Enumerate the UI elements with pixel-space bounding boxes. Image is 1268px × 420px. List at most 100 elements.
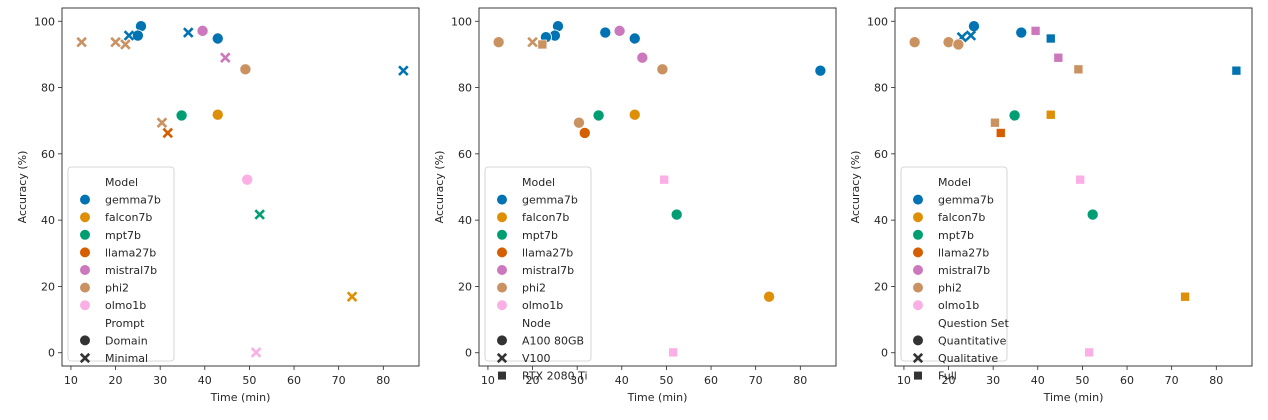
legend-label: falcon7b bbox=[105, 211, 152, 224]
legend-label: gemma7b bbox=[522, 194, 578, 207]
y-axis-label: Accuracy (%) bbox=[16, 151, 29, 224]
y-tick-label: 0 bbox=[881, 347, 888, 360]
data-point bbox=[995, 128, 1006, 138]
x-tick-label: 40 bbox=[1031, 374, 1045, 387]
data-point bbox=[965, 30, 977, 41]
legend-label: Qualitative bbox=[938, 352, 998, 365]
x-tick-label: 10 bbox=[897, 374, 911, 387]
legend-marker bbox=[496, 264, 508, 276]
data-point bbox=[162, 127, 174, 139]
x-axis-label: Time (min) bbox=[210, 391, 271, 404]
data-point bbox=[1053, 52, 1064, 63]
x-axis-label: Time (min) bbox=[1043, 391, 1104, 404]
data-point bbox=[120, 39, 131, 50]
data-point bbox=[668, 347, 678, 358]
legend-label: mpt7b bbox=[522, 229, 558, 242]
legend-label: gemma7b bbox=[938, 194, 994, 207]
data-point bbox=[628, 108, 641, 121]
data-point bbox=[628, 32, 641, 45]
data-point bbox=[250, 347, 262, 358]
legend-marker bbox=[912, 352, 924, 364]
legend-box bbox=[67, 166, 175, 362]
legend-marker bbox=[79, 193, 91, 206]
data-point bbox=[110, 36, 121, 48]
data-point bbox=[1075, 174, 1085, 185]
legend-label: olmo1b bbox=[938, 299, 979, 312]
chart-panel-1: 10 20 30 40 50 60 70 80 0 20 40 60 80 100 Time (min) Ac… bbox=[16, 7, 420, 404]
data-point bbox=[613, 24, 626, 37]
legend-label: llama27b bbox=[522, 246, 573, 259]
data-point bbox=[239, 63, 252, 76]
legend-marker bbox=[79, 299, 91, 312]
legend-marker bbox=[496, 281, 508, 294]
data-point bbox=[572, 116, 585, 129]
y-tick-label: 60 bbox=[874, 148, 888, 161]
data-point bbox=[241, 173, 254, 186]
x-tick-label: 10 bbox=[481, 374, 495, 387]
legend-group-title: Model bbox=[938, 176, 971, 189]
x-tick-label: 80 bbox=[376, 374, 390, 387]
y-tick-label: 20 bbox=[41, 280, 55, 293]
data-point bbox=[1015, 26, 1028, 39]
y-axis-label: Accuracy (%) bbox=[433, 151, 446, 224]
data-point bbox=[527, 36, 538, 48]
data-point bbox=[670, 208, 683, 221]
legend-marker bbox=[912, 334, 924, 347]
legend-marker bbox=[496, 229, 508, 241]
data-point bbox=[1008, 109, 1021, 122]
legend-marker bbox=[497, 370, 507, 381]
legend-marker bbox=[79, 334, 91, 347]
data-point bbox=[1045, 33, 1056, 44]
data-point bbox=[156, 117, 168, 128]
data-point bbox=[1045, 109, 1056, 120]
data-point bbox=[131, 29, 144, 42]
data-point bbox=[211, 32, 224, 45]
legend-label: Minimal bbox=[105, 352, 148, 365]
legend-marker bbox=[496, 211, 508, 224]
legend-marker bbox=[496, 334, 508, 347]
data-point bbox=[814, 64, 827, 77]
legend-group-title: Node bbox=[522, 317, 551, 330]
data-point bbox=[990, 117, 1000, 128]
data-point bbox=[599, 26, 612, 39]
legend-label: Full bbox=[938, 370, 957, 383]
data-point bbox=[659, 174, 669, 185]
data-point bbox=[967, 20, 980, 33]
legend-label: phi2 bbox=[522, 282, 546, 295]
legend-marker bbox=[79, 211, 91, 224]
legend-group-title: Question Set bbox=[938, 317, 1009, 330]
legend-marker bbox=[912, 299, 924, 312]
x-tick-label: 70 bbox=[1165, 374, 1179, 387]
data-point bbox=[1084, 347, 1094, 358]
legend-group-title: Model bbox=[105, 176, 138, 189]
legend-label: mistral7b bbox=[522, 264, 574, 277]
data-point bbox=[952, 38, 965, 51]
legend-label: falcon7b bbox=[938, 211, 985, 224]
legend-label: phi2 bbox=[105, 282, 129, 295]
x-tick-label: 30 bbox=[986, 374, 1000, 387]
x-tick-label: 50 bbox=[242, 374, 256, 387]
chart-panel-2: 10 20 30 40 50 60 70 80 0 20 40 60 80 100 Time (min) Ac… bbox=[433, 7, 837, 404]
data-points bbox=[76, 20, 409, 358]
data-point bbox=[1030, 26, 1041, 36]
legend-label: mpt7b bbox=[938, 229, 974, 242]
legend-label: Domain bbox=[105, 334, 148, 347]
y-tick-label: 0 bbox=[465, 347, 472, 360]
x-axis-label: Time (min) bbox=[627, 391, 688, 404]
x-tick-label: 60 bbox=[287, 374, 301, 387]
x-tick-label: 40 bbox=[198, 374, 212, 387]
x-tick-label: 10 bbox=[64, 374, 78, 387]
x-tick-label: 50 bbox=[659, 374, 673, 387]
plot-frame bbox=[894, 7, 1253, 367]
legend-group-title: Prompt bbox=[105, 317, 145, 330]
x-tick-label: 80 bbox=[793, 374, 807, 387]
y-axis-label: Accuracy (%) bbox=[849, 151, 862, 224]
data-point bbox=[636, 51, 649, 64]
legend-marker bbox=[913, 370, 923, 381]
legend-label: Quantitative bbox=[938, 334, 1007, 347]
legend-marker bbox=[912, 281, 924, 294]
y-tick-label: 80 bbox=[41, 82, 55, 95]
data-point bbox=[908, 36, 921, 49]
data-point bbox=[1073, 64, 1084, 75]
